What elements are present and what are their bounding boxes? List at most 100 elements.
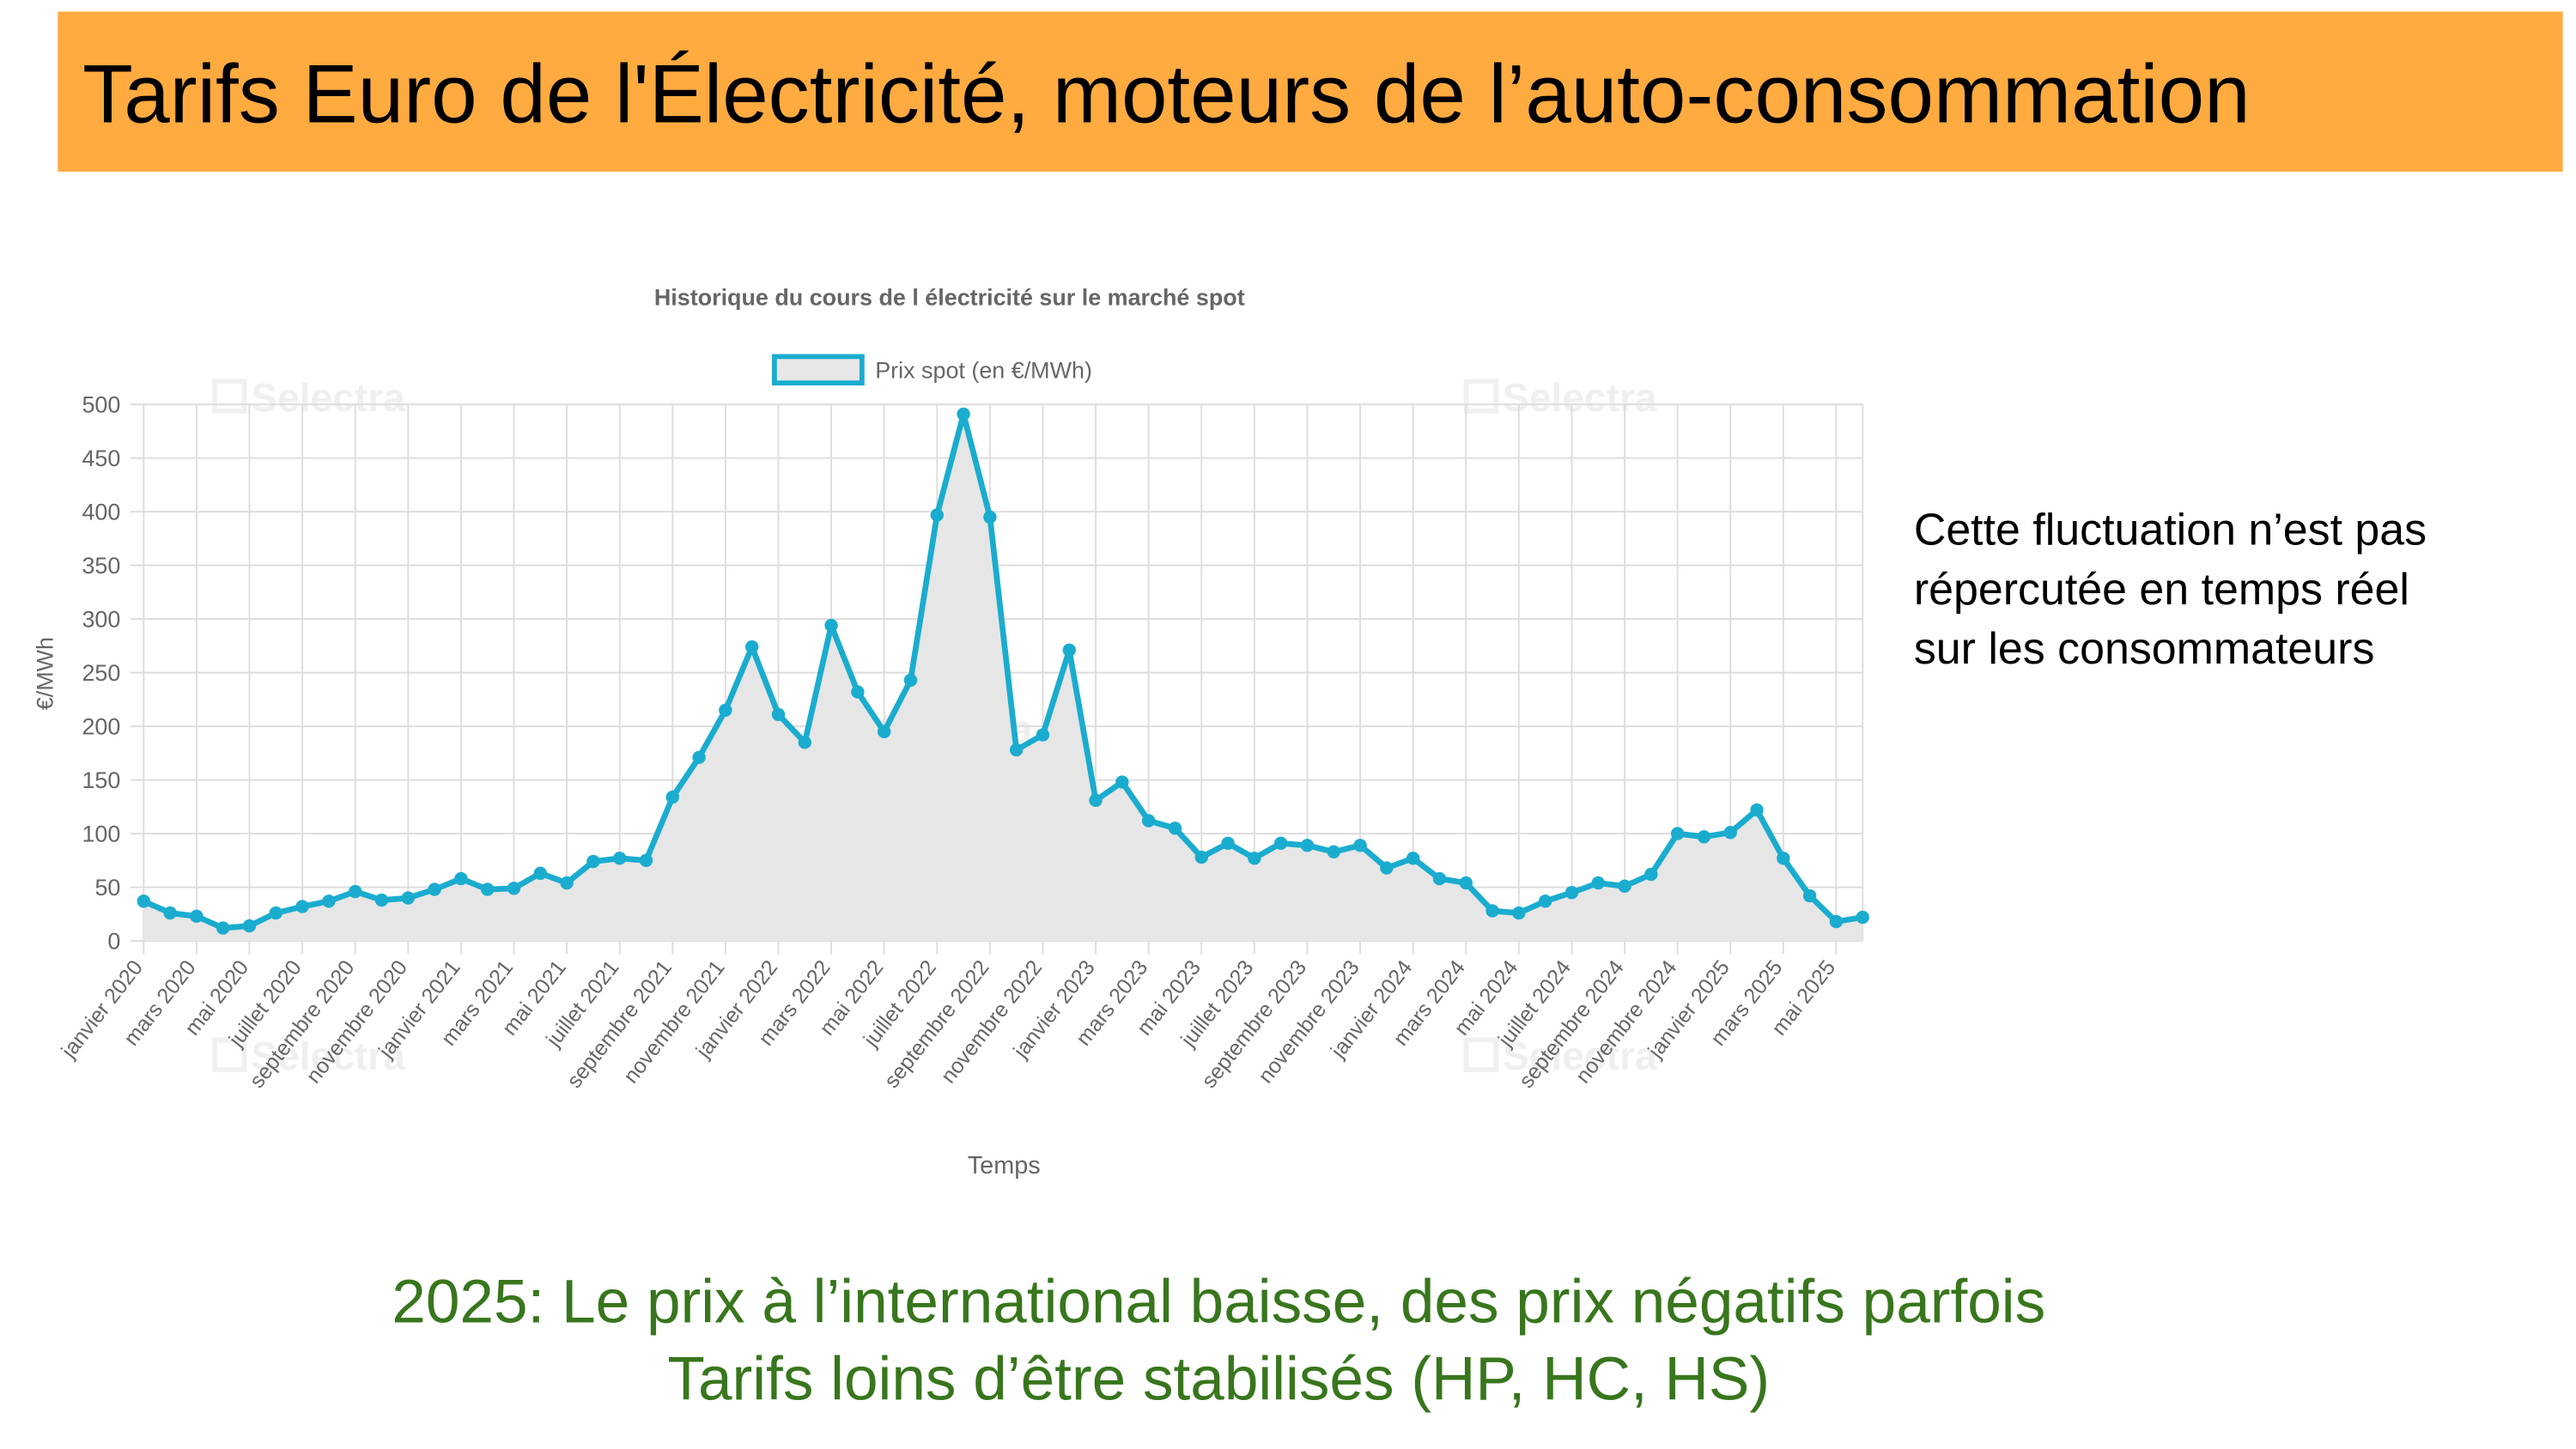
y-tick-label: 250 [82,660,120,686]
point [1644,867,1658,882]
point [1009,743,1024,757]
point [1432,871,1447,886]
point [481,882,495,896]
point [1115,775,1129,789]
point [1777,852,1790,865]
point [1564,886,1579,900]
y-axis-title: €/MWh [33,637,58,710]
point [428,882,441,896]
point [930,508,944,522]
point [1512,906,1526,920]
point [1300,839,1315,852]
legend-swatch [772,354,865,386]
point [163,906,177,920]
point [639,853,653,868]
footer-text: 2025: Le prix à l’international baisse, … [392,1268,2045,1336]
point [1406,852,1420,865]
point [1141,814,1156,828]
point [1670,827,1685,840]
y-tick-label: 300 [82,607,120,633]
point [1089,793,1103,808]
y-tick-label: 400 [82,500,120,525]
point [533,866,547,881]
chart-title: Historique du cours de l électricité sur… [654,285,1245,311]
point [295,900,309,913]
y-tick-label: 150 [82,767,120,793]
point [1618,879,1631,894]
point [903,673,918,688]
footer-text: Tarifs loins d’être stabilisés (HP, HC, … [667,1346,1770,1414]
y-tick-label: 0 [107,929,120,955]
point [612,852,627,865]
point [719,703,732,718]
chart: Historique du cours de l électricité sur… [33,285,1869,1179]
point [1062,643,1076,658]
point [190,909,204,924]
slide-title: Tarifs Euro de l'Électricité, moteurs de… [82,48,2250,140]
point [454,871,468,886]
point [983,510,997,524]
watermark: Selectra [1503,1034,1657,1078]
point [349,884,362,899]
point [877,724,891,739]
point [1168,822,1182,835]
y-tick-label: 100 [82,822,120,847]
side-note: Cette fluctuation n’est pas [1914,506,2427,555]
watermark-icon [1463,1037,1499,1072]
point [374,893,389,907]
point [692,750,706,765]
point [216,921,230,935]
watermark-icon [1463,379,1499,414]
watermark-icon [212,379,247,414]
point [1036,728,1050,742]
y-tick-label: 350 [82,553,120,579]
watermark: Selectra [251,1034,405,1078]
point [507,882,521,895]
point [1591,876,1605,890]
point [665,790,679,804]
point [586,854,600,869]
watermark-icon [212,1037,247,1072]
point [744,640,759,654]
point [242,919,257,933]
point [1353,839,1367,852]
point [1194,850,1208,864]
watermark: Selectra [1503,375,1657,420]
point [1273,836,1288,851]
point [824,618,838,633]
point [137,894,150,908]
point [1723,826,1737,840]
area [143,414,1863,942]
y-tick-label: 500 [82,392,120,418]
point [851,685,865,699]
point [1697,830,1711,844]
y-tick-label: 450 [82,446,120,471]
point [401,891,415,905]
point [771,707,786,722]
point [1221,836,1235,851]
point [322,894,336,908]
legend-label: Prix spot (en €/MWh) [875,357,1092,383]
side-note: répercutée en temps réel [1914,565,2409,615]
point [1829,914,1844,929]
point [1485,904,1499,918]
point [1750,803,1764,817]
point [1327,845,1340,859]
point [1380,861,1394,875]
point [1248,852,1261,865]
point [1802,888,1817,903]
point [1459,876,1473,890]
point [560,876,574,890]
point [1856,910,1869,925]
side-note: sur les consommateurs [1914,624,2375,674]
point [957,407,970,421]
point [1538,894,1552,908]
point [798,736,811,749]
y-tick-label: 200 [82,714,120,740]
header-band [58,11,2563,172]
point [269,906,283,920]
y-tick-label: 50 [94,875,120,900]
watermark: Selectra [251,375,405,420]
